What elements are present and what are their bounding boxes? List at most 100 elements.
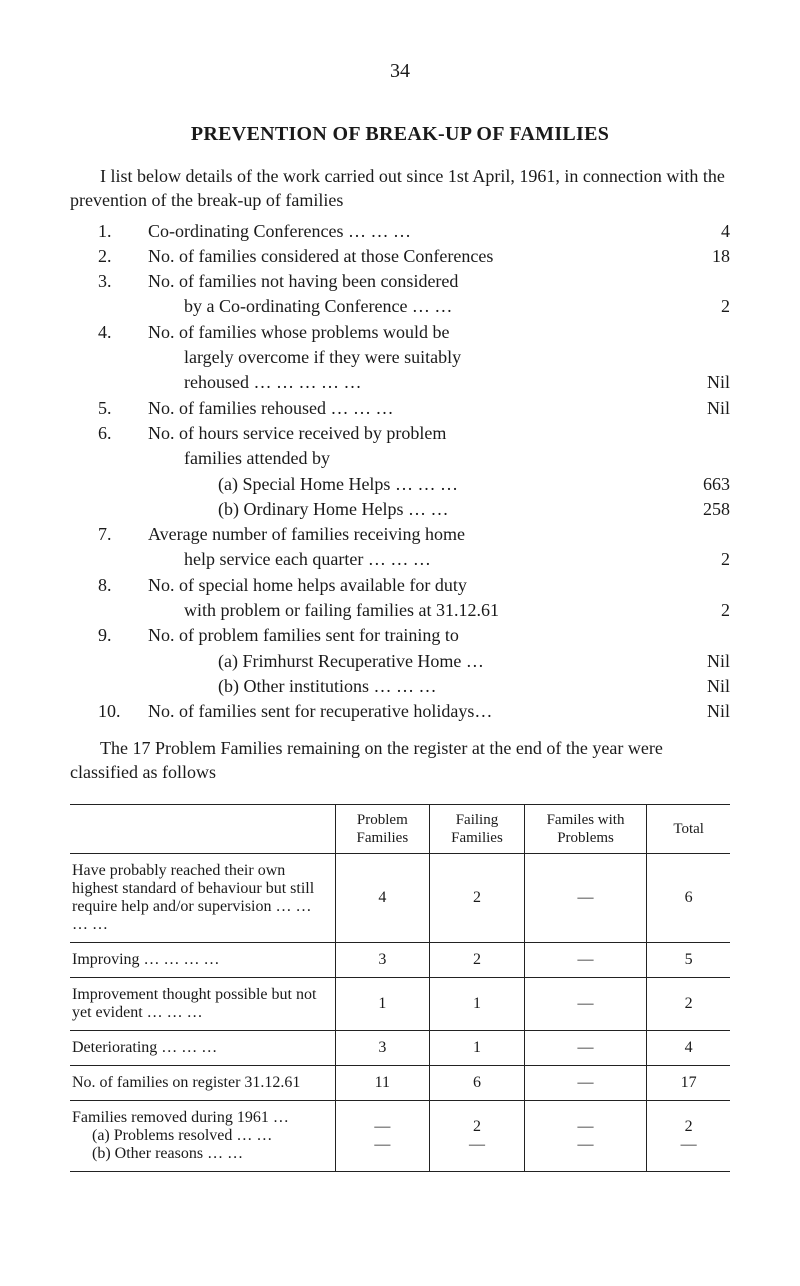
table-cell: 1 [335,978,430,1031]
row-label: Improving … … … … [70,943,335,978]
list-item: (b) Other institutions … … …Nil [70,674,730,698]
table-row: Improvement thought possible but not yet… [70,978,730,1031]
list-item-text: families attended by [148,446,674,470]
problem-families-table: Problem Families Failing Families Famile… [70,804,730,1172]
list-item-number: 3. [70,269,148,293]
list-item-number: 10. [70,699,148,723]
table-cell: 6 [647,854,730,943]
list-item-number: 5. [70,396,148,420]
list-item: rehoused … … … … …Nil [70,370,730,394]
table-header-families-with: Familes with Problems [524,805,647,854]
list-item-value: Nil [674,370,730,394]
list-item-number: 7. [70,522,148,546]
list-item: families attended by [70,446,730,470]
table-cell: 4 [335,854,430,943]
list-item-number: 8. [70,573,148,597]
list-item-number: 9. [70,623,148,647]
list-item-text: No. of families whose problems would be [148,320,674,344]
table-row: Deteriorating … … …31—4 [70,1031,730,1066]
table-cell: — [524,1066,647,1101]
list-item-text: No. of special home helps available for … [148,573,674,597]
list-item-value: Nil [674,396,730,420]
list-item: 1.Co-ordinating Conferences … … …4 [70,219,730,243]
table-cell: 1 [430,1031,525,1066]
table-row: Families removed during 1961 …(a) Proble… [70,1101,730,1172]
list-item-text: (a) Frimhurst Recuperative Home … [148,649,674,673]
table-header-total: Total [647,805,730,854]
table-header-failing: Failing Families [430,805,525,854]
table-row: Improving … … … …32—5 [70,943,730,978]
table-cell: —— [524,1101,647,1172]
list-item-text: No. of families not having been consider… [148,269,674,293]
post-list-paragraph: The 17 Problem Families remaining on the… [70,736,730,785]
list-item: largely overcome if they were suitably [70,345,730,369]
list-item-text: No. of hours service received by problem [148,421,674,445]
list-item-value: 258 [674,497,730,521]
list-item: help service each quarter … … …2 [70,547,730,571]
table-cell: 17 [647,1066,730,1101]
list-item-text: (b) Other institutions … … … [148,674,674,698]
list-item-value: Nil [674,649,730,673]
list-item: 7.Average number of families receiving h… [70,522,730,546]
table-cell: — [524,943,647,978]
list-item-text: Average number of families receiving hom… [148,522,674,546]
table-cell: 3 [335,943,430,978]
table-cell: 2— [647,1101,730,1172]
table-cell: 2 [647,978,730,1031]
table-cell: 5 [647,943,730,978]
list-item-text: rehoused … … … … … [148,370,674,394]
list-item-text: by a Co-ordinating Conference … … [148,294,674,318]
list-item-text: with problem or failing families at 31.1… [148,598,674,622]
row-label: Improvement thought possible but not yet… [70,978,335,1031]
table-cell: — [524,1031,647,1066]
list-item-value: 2 [674,547,730,571]
row-label: Deteriorating … … … [70,1031,335,1066]
table-cell: 6 [430,1066,525,1101]
list-item-value: 18 [674,244,730,268]
list-item: with problem or failing families at 31.1… [70,598,730,622]
list-item-value: 4 [674,219,730,243]
list-item-text: (b) Ordinary Home Helps … … [148,497,674,521]
list-item-value: Nil [674,674,730,698]
numbered-list: 1.Co-ordinating Conferences … … …42.No. … [70,219,730,724]
list-item: 2.No. of families considered at those Co… [70,244,730,268]
document-page: 34 PREVENTION OF BREAK-UP OF FAMILIES I … [0,0,800,1232]
list-item: (a) Special Home Helps … … …663 [70,472,730,496]
table-cell: —— [335,1101,430,1172]
list-item-text: help service each quarter … … … [148,547,674,571]
page-title: PREVENTION OF BREAK-UP OF FAMILIES [70,123,730,146]
list-item-number: 2. [70,244,148,268]
list-item-text: No. of families sent for recuperative ho… [148,699,674,723]
row-sub-label: (a) Problems resolved … … [72,1127,327,1145]
page-number: 34 [70,60,730,83]
list-item: 5.No. of families rehoused … … …Nil [70,396,730,420]
table-cell: 3 [335,1031,430,1066]
table-header-row: Problem Families Failing Families Famile… [70,805,730,854]
list-item-number: 6. [70,421,148,445]
table-body: Have probably reached their own highest … [70,854,730,1172]
list-item: 6.No. of hours service received by probl… [70,421,730,445]
list-item: 10.No. of families sent for recuperative… [70,699,730,723]
table-cell: 1 [430,978,525,1031]
list-item-value: 2 [674,598,730,622]
list-item-number: 4. [70,320,148,344]
table-cell: 4 [647,1031,730,1066]
list-item: 8.No. of special home helps available fo… [70,573,730,597]
row-label: Families removed during 1961 …(a) Proble… [70,1101,335,1172]
list-item: 9.No. of problem families sent for train… [70,623,730,647]
list-item: (b) Ordinary Home Helps … …258 [70,497,730,521]
list-item-number: 1. [70,219,148,243]
row-label: No. of families on register 31.12.61 [70,1066,335,1101]
list-item-value: 663 [674,472,730,496]
list-item: by a Co-ordinating Conference … …2 [70,294,730,318]
list-item-text: No. of families considered at those Conf… [148,244,674,268]
list-item-value: 2 [674,294,730,318]
table-cell: — [524,854,647,943]
table-row: No. of families on register 31.12.61116—… [70,1066,730,1101]
list-item-text: (a) Special Home Helps … … … [148,472,674,496]
list-item: (a) Frimhurst Recuperative Home …Nil [70,649,730,673]
table-row: Have probably reached their own highest … [70,854,730,943]
list-item: 4.No. of families whose problems would b… [70,320,730,344]
row-sub-label: (b) Other reasons … … [72,1145,327,1163]
table-cell: — [524,978,647,1031]
